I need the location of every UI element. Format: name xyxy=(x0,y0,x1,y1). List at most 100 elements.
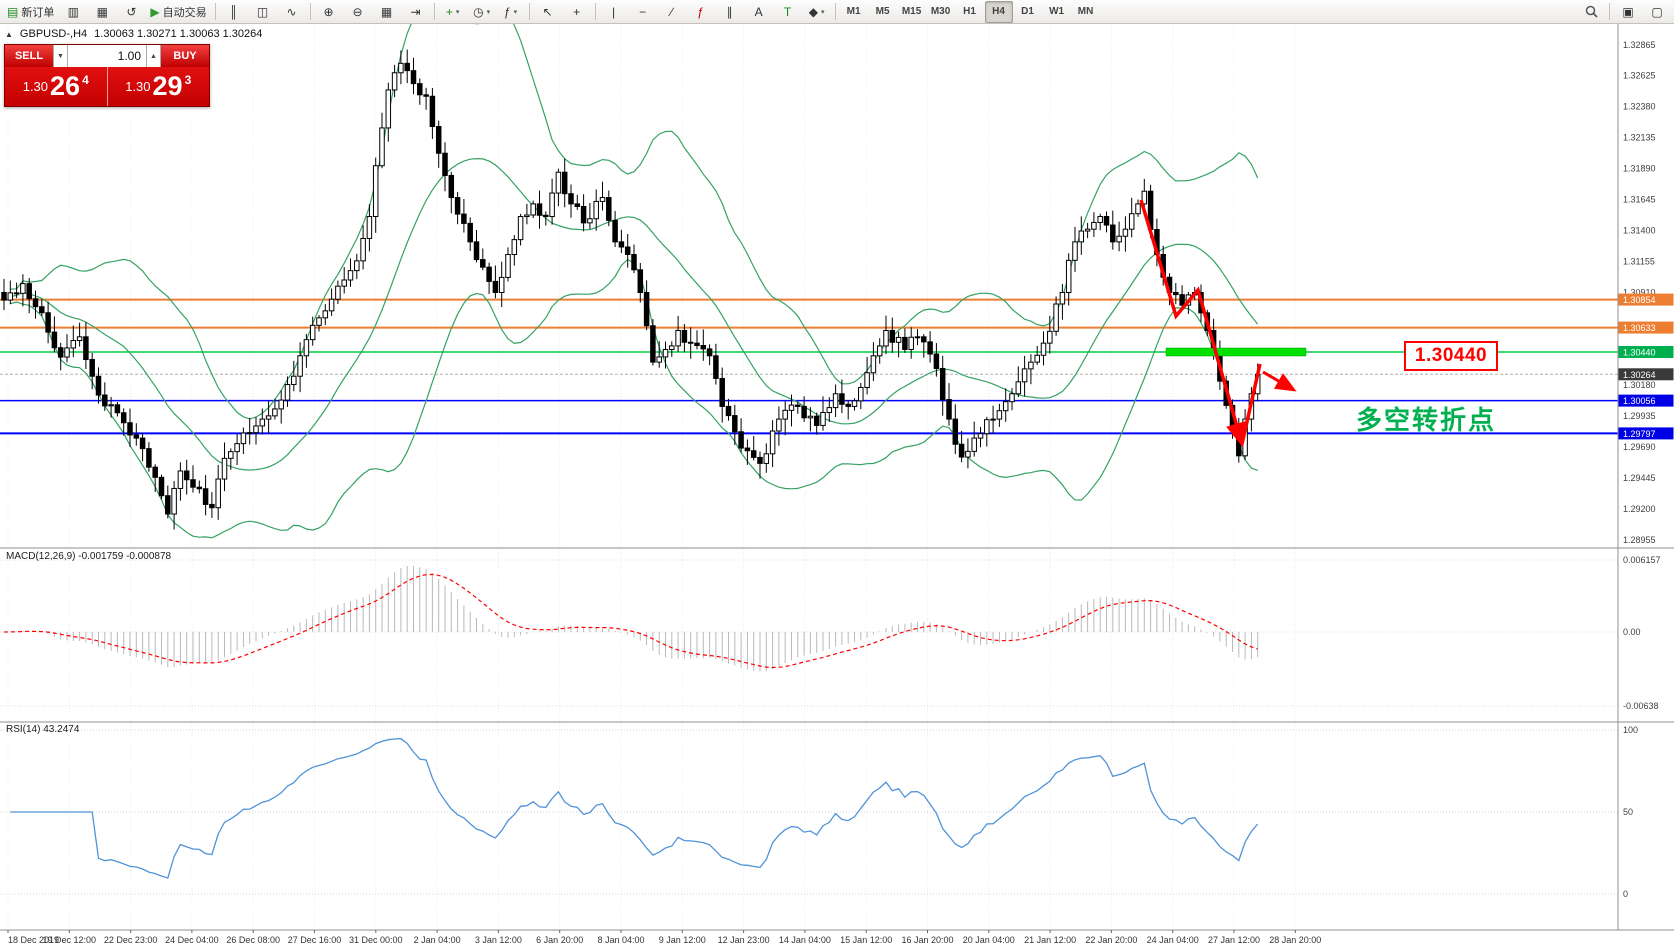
period-icon: ◷ xyxy=(473,4,484,19)
refresh-button[interactable]: ↺ xyxy=(117,1,145,23)
crosshair-button[interactable]: + xyxy=(563,1,591,23)
indicators-icon: ƒ xyxy=(503,4,511,19)
price-tick-label: 1.30180 xyxy=(1623,380,1656,390)
price-tag-label: 1.30854 xyxy=(1623,295,1656,305)
tile-windows-icon: ▦ xyxy=(380,4,393,19)
price-tag xyxy=(1618,293,1674,306)
crosshair-icon: + xyxy=(573,4,581,19)
fibonacci-button[interactable]: ƒ xyxy=(687,1,715,23)
buy-price-big: 29 xyxy=(152,71,183,101)
time-tick-label: 27 Jan 12:00 xyxy=(1208,935,1260,945)
chevron-down-icon: ▾ xyxy=(820,8,825,16)
sell-price-button[interactable]: 1.30 26 4 xyxy=(5,67,108,106)
shapes-icon: ◆ xyxy=(808,4,818,19)
indicators-button[interactable]: ƒ ▾ xyxy=(497,1,525,23)
buy-price-button[interactable]: 1.30 29 3 xyxy=(107,67,209,106)
new-chart-icon: + xyxy=(445,4,453,19)
bar-chart-button[interactable]: ║ xyxy=(220,1,248,23)
chart-shift-icon: ⇥ xyxy=(410,4,421,19)
zoom-out-icon: ⊖ xyxy=(352,4,363,19)
trend-arrows xyxy=(1139,199,1297,448)
timeframe-m5-button[interactable]: M5 xyxy=(875,6,890,17)
search-button[interactable] xyxy=(1577,1,1605,23)
chevron-down-icon: ▾ xyxy=(486,8,491,16)
sell-button[interactable]: SELL xyxy=(5,45,53,67)
time-tick-label: 3 Jan 12:00 xyxy=(475,935,522,945)
grid-lines xyxy=(0,24,1618,930)
toolbar-separator xyxy=(528,3,530,20)
zoom-in-button[interactable]: ⊕ xyxy=(315,1,343,23)
text-icon: A xyxy=(754,4,763,19)
new-order-button-label: 新订单 xyxy=(21,6,55,19)
refresh-icon: ↺ xyxy=(126,4,137,19)
price-axis[interactable]: 1.32865 1.32625 1.32380 1.32135 1.31890 1.316… xyxy=(1618,40,1674,899)
sell-price-sup: 4 xyxy=(82,73,89,87)
label-button[interactable]: T xyxy=(774,1,802,23)
price-callout-box: 1.30440 xyxy=(1404,341,1498,371)
sell-price-big: 26 xyxy=(50,71,81,101)
rsi-axis-label: 50 xyxy=(1623,807,1633,817)
toolbar-separator xyxy=(1609,3,1610,20)
horizontal-line-button[interactable]: − xyxy=(629,1,657,23)
timeframe-mn-button[interactable]: MN xyxy=(1077,6,1094,17)
time-tick-label: 22 Jan 20:00 xyxy=(1085,935,1137,945)
collapse-icon[interactable]: ▲ xyxy=(5,29,13,39)
macd-label: MACD(12,26,9) -0.001759 -0.000878 xyxy=(6,551,172,562)
toolbar-separator xyxy=(594,3,596,20)
time-tick-label: 6 Jan 20:00 xyxy=(536,935,583,945)
lot-down-button[interactable]: ▼ xyxy=(53,45,68,67)
line-chart-button[interactable]: ∿ xyxy=(278,1,306,23)
timeframe-h4-button[interactable]: H4 xyxy=(984,0,1013,23)
text-button[interactable]: A xyxy=(745,1,773,23)
chart-window-button[interactable]: ▥ xyxy=(59,1,87,23)
new-chart-button[interactable]: + ▾ xyxy=(439,1,467,23)
time-tick-label: 12 Jan 23:00 xyxy=(718,935,770,945)
tile-windows-button[interactable]: ▦ xyxy=(373,1,401,23)
price-tick-label: 1.29445 xyxy=(1623,473,1656,483)
rsi-label: RSI(14) 43.2474 xyxy=(6,724,80,735)
rsi-axis-label: 100 xyxy=(1623,725,1638,735)
price-tick-label: 1.28955 xyxy=(1623,535,1656,545)
candlestick-chart-icon: ◫ xyxy=(256,4,269,19)
cursor-button[interactable]: ↖ xyxy=(534,1,562,23)
time-tick-label: 22 Dec 23:00 xyxy=(104,935,158,945)
vertical-line-icon: | xyxy=(612,4,616,19)
new-order-button[interactable]: ▤ 新订单 xyxy=(3,1,58,23)
vertical-line-button[interactable]: | xyxy=(600,1,628,23)
buy-button[interactable]: BUY xyxy=(161,45,209,67)
price-tag xyxy=(1618,321,1674,334)
chart-shift-button[interactable]: ⇥ xyxy=(402,1,430,23)
window-new-button[interactable]: ▢ xyxy=(1643,1,1671,23)
candlesticks xyxy=(1,49,1261,530)
profiles-button[interactable]: ▦ xyxy=(88,1,116,23)
price-tag xyxy=(1618,394,1674,407)
timeframe-m15-button[interactable]: M15 xyxy=(901,6,922,17)
period-button[interactable]: ◷ ▾ xyxy=(468,1,496,23)
lot-size-input[interactable]: 1.00 xyxy=(68,45,146,67)
lot-up-button[interactable]: ▲ xyxy=(146,45,161,67)
price-tag-label: 1.29797 xyxy=(1623,429,1656,439)
zoom-out-button[interactable]: ⊖ xyxy=(344,1,372,23)
timeframe-m30-button[interactable]: M30 xyxy=(930,6,951,17)
price-tag-label: 1.30056 xyxy=(1623,396,1656,406)
price-tick-label: 1.29935 xyxy=(1623,411,1656,421)
timeframe-d1-button[interactable]: D1 xyxy=(1021,6,1034,17)
channel-button[interactable]: ∥ xyxy=(716,1,744,23)
macd-axis-label: 0.00 xyxy=(1623,627,1641,637)
chart-area[interactable]: 1.32865 1.32625 1.32380 1.32135 1.31890 1.316… xyxy=(0,24,1674,946)
price-tag xyxy=(1618,427,1674,440)
trendline-button[interactable]: ∕ xyxy=(658,1,686,23)
timeframe-w1-button[interactable]: W1 xyxy=(1049,6,1065,17)
timeframe-m1-button[interactable]: M1 xyxy=(846,6,861,17)
bar-chart-icon: ║ xyxy=(229,4,238,19)
zoom-in-icon: ⊕ xyxy=(323,4,334,19)
price-tick-label: 1.32380 xyxy=(1623,101,1656,111)
timeframe-h1-button[interactable]: H1 xyxy=(963,6,976,17)
window-restore-button[interactable]: ▣ xyxy=(1614,1,1642,23)
toolbar-separator xyxy=(834,3,836,20)
autotrading-button[interactable]: ▶ 自动交易 xyxy=(146,1,210,23)
shapes-button[interactable]: ◆ ▾ xyxy=(803,1,831,23)
candlestick-chart-button[interactable]: ◫ xyxy=(249,1,277,23)
